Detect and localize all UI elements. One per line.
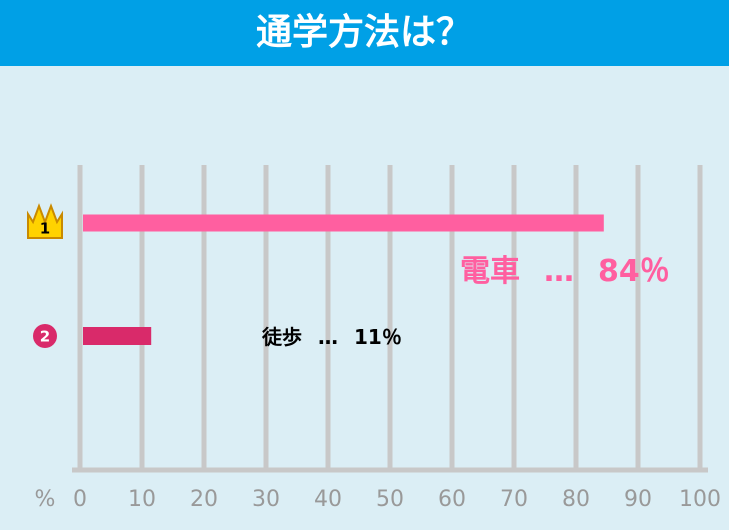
x-axis-label: % bbox=[35, 487, 56, 512]
rank-label: 1 bbox=[40, 220, 50, 238]
data-label: 徒歩 … 11％ bbox=[261, 325, 402, 349]
x-tick-label: 60 bbox=[438, 487, 466, 512]
x-tick-label: 40 bbox=[314, 487, 342, 512]
x-tick-label: 20 bbox=[190, 487, 218, 512]
x-tick-label: 90 bbox=[624, 487, 652, 512]
bar bbox=[83, 327, 152, 345]
separator: … bbox=[318, 325, 338, 349]
x-tick-label: 100 bbox=[679, 487, 721, 512]
crown-icon bbox=[27, 203, 63, 239]
category-label: 電車 bbox=[460, 254, 520, 289]
rank-label: 2 bbox=[40, 328, 50, 346]
x-tick-label: 30 bbox=[252, 487, 280, 512]
rank-badge bbox=[33, 324, 57, 348]
value-label: 11％ bbox=[354, 325, 402, 349]
chart-title: 通学方法は？ bbox=[256, 11, 472, 53]
x-tick-label: 80 bbox=[562, 487, 590, 512]
x-tick-label: 0 bbox=[73, 487, 87, 512]
x-tick-label: 50 bbox=[376, 487, 404, 512]
x-tick-label: 70 bbox=[500, 487, 528, 512]
data-label: 電車 … 84％ bbox=[460, 254, 670, 289]
separator: … bbox=[544, 254, 574, 289]
category-label: 徒歩 bbox=[261, 325, 302, 349]
bar bbox=[83, 214, 604, 232]
header bbox=[0, 0, 729, 66]
x-tick-label: 10 bbox=[128, 487, 156, 512]
value-label: 84％ bbox=[598, 254, 670, 289]
